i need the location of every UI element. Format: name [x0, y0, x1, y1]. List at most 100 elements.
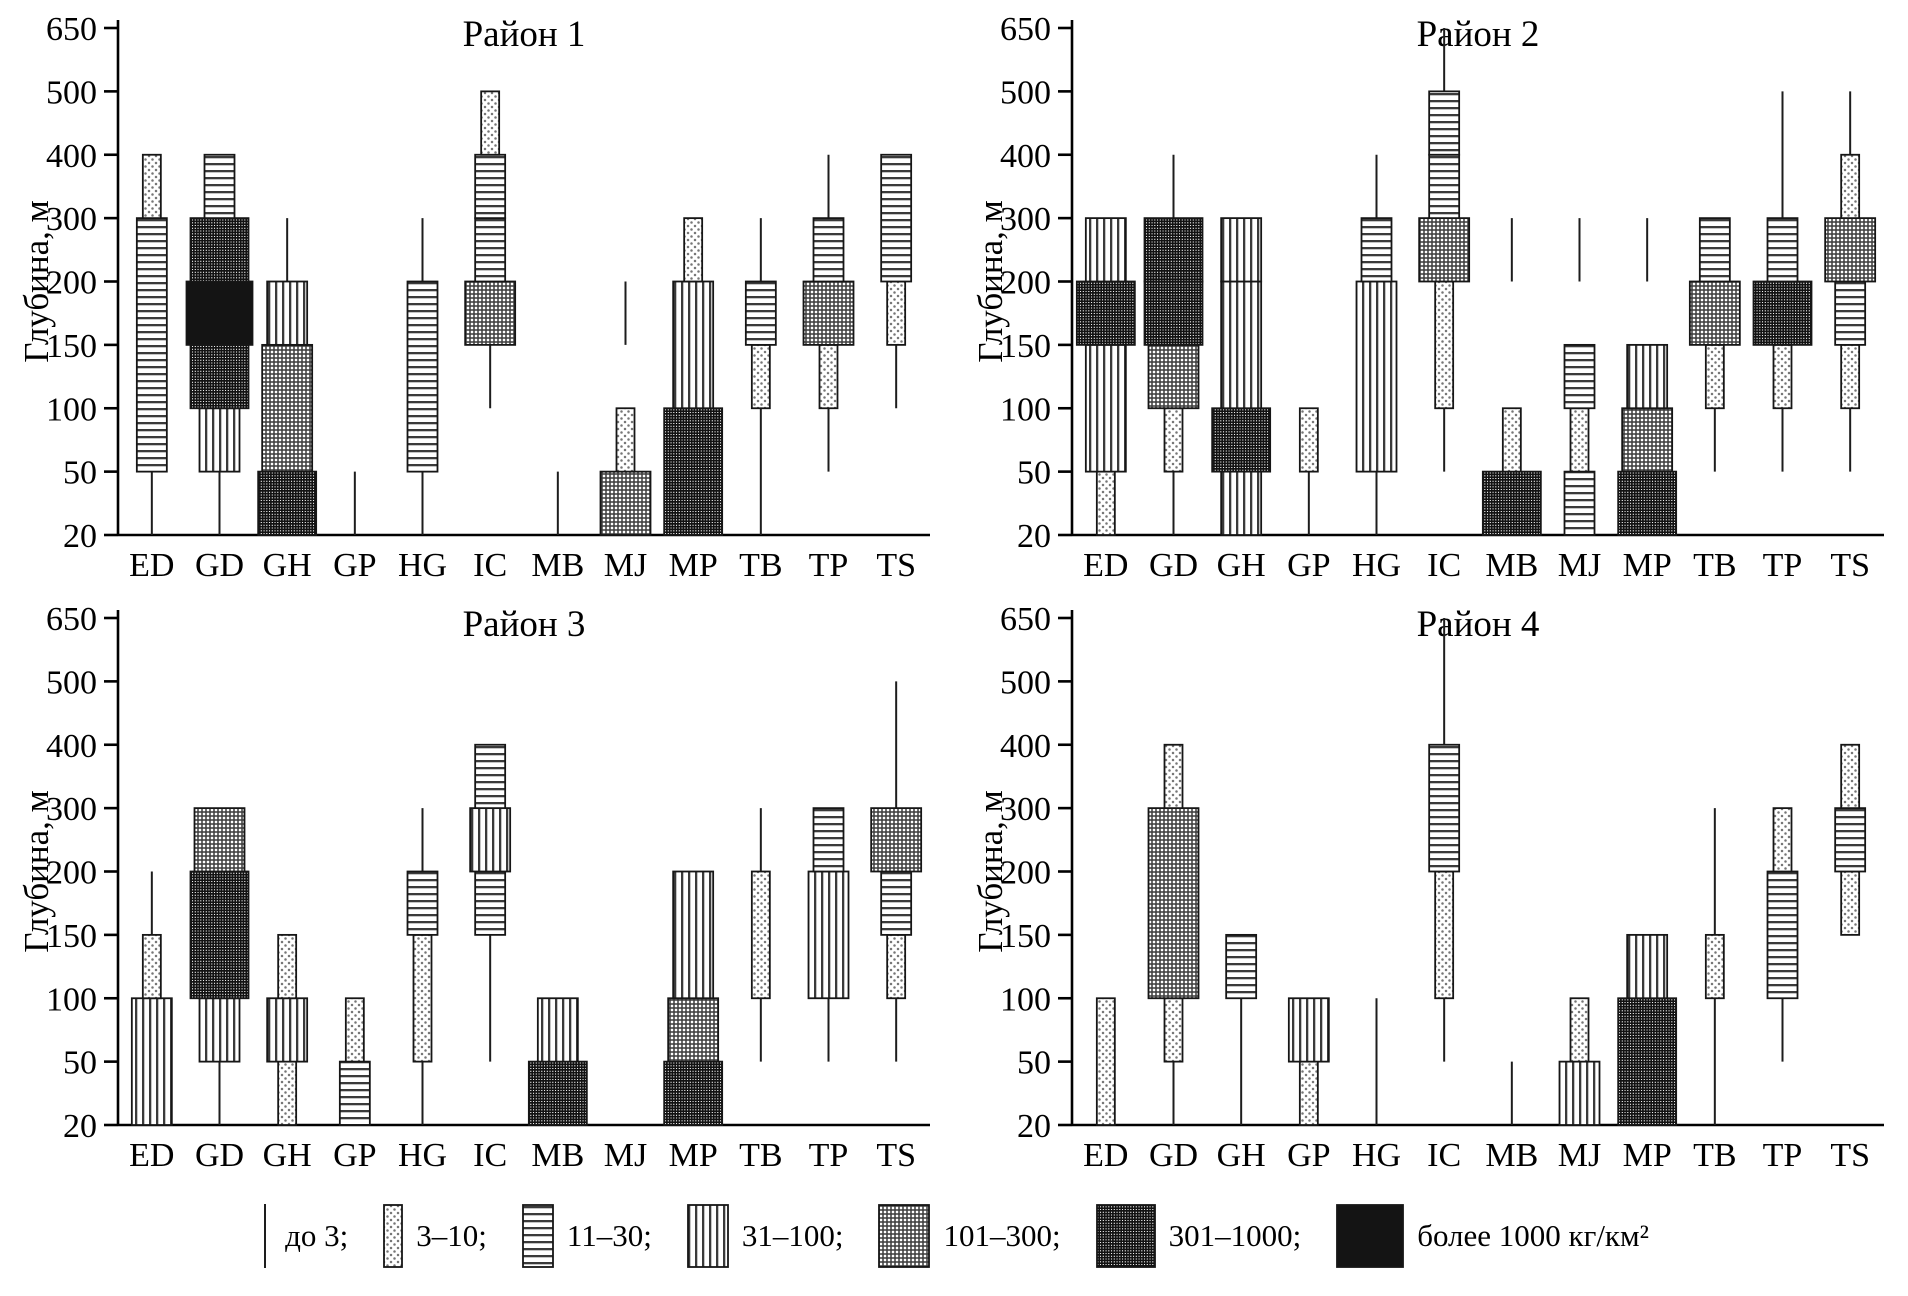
bar-segment-HG — [406, 280, 439, 473]
bar-segment-TS — [1834, 280, 1867, 346]
bar-segment-MJ — [1563, 343, 1596, 410]
panel-container-1: 20 50 100 150 200 300 400 500 650 ED GD GH GP HG IC MB M… — [0, 0, 954, 590]
bar-segment-GH — [266, 280, 309, 346]
bar-segment-TP — [812, 217, 845, 283]
bar-segment-ED — [141, 153, 162, 220]
legend-item-c3_10: 3–10; — [382, 1204, 487, 1268]
panel-region-3: 20 50 100 150 200 300 400 500 650 ED GD GH GP HG IC MB M… — [17, 601, 930, 1174]
bar-segment-TB — [750, 343, 771, 410]
x-category-label: MB — [1485, 1137, 1538, 1174]
bar-segment-IC — [474, 743, 507, 810]
x-category-label: GH — [263, 547, 312, 584]
bar-segment-GD — [1163, 997, 1184, 1063]
y-tick-label: 150 — [1000, 328, 1051, 365]
bar-segment-MJ — [1569, 997, 1590, 1063]
y-tick-label: 500 — [1000, 74, 1051, 111]
x-category-label: ED — [1083, 1137, 1128, 1174]
y-tick-label: 20 — [1017, 1108, 1051, 1145]
x-category-label: HG — [1352, 547, 1401, 584]
bar-segment-GD — [198, 997, 241, 1063]
y-axis-label: Глубина, м — [971, 200, 1010, 363]
legend-label: до 3; — [285, 1218, 349, 1253]
y-tick-label: 650 — [1000, 601, 1051, 638]
x-category-label: GP — [333, 1137, 376, 1174]
panel-region-1: 20 50 100 150 200 300 400 500 650 ED GD GH GP HG IC MB M… — [17, 11, 930, 584]
bar-segment-GD — [189, 217, 250, 283]
bar-segment-ED — [1095, 470, 1116, 536]
bar-segment-GP — [1298, 407, 1319, 473]
y-tick-label: 300 — [46, 201, 97, 238]
x-category-label: GP — [1287, 1137, 1330, 1174]
y-tick-label: 20 — [63, 518, 97, 555]
bar-segment-TS — [1840, 870, 1861, 936]
bar-segment-TS — [1824, 217, 1877, 283]
bar-segment-MJ — [1569, 407, 1590, 473]
x-category-label: TP — [809, 547, 849, 584]
bar-segment-MP — [663, 1060, 724, 1126]
bar-segment-GP — [1287, 997, 1330, 1063]
bar-segment-GP — [344, 997, 365, 1063]
y-tick-label: 650 — [1000, 11, 1051, 48]
bar-segment-IC — [474, 870, 507, 936]
bar-segment-IC — [1418, 217, 1471, 283]
legend-item-le3: до 3; — [259, 1204, 348, 1268]
y-tick-label: 50 — [63, 1045, 97, 1082]
bar-segment-IC — [1428, 90, 1461, 156]
bar-segment-IC — [1428, 743, 1461, 873]
x-category-label: GD — [195, 547, 244, 584]
bar-segment-IC — [474, 153, 507, 220]
y-tick-label: 400 — [46, 728, 97, 765]
x-category-label: TS — [876, 547, 916, 584]
bar-segment-ED — [1075, 280, 1136, 346]
legend-swatch-c11_30 — [521, 1204, 554, 1268]
y-tick-label: 650 — [46, 11, 97, 48]
bar-segment-GH — [1220, 470, 1263, 536]
bar-segment-MP — [1621, 407, 1674, 473]
x-category-label: IC — [473, 547, 507, 584]
legend-item-c301_1000: 301–1000; — [1095, 1204, 1301, 1268]
bar-segment-ED — [1095, 997, 1116, 1126]
bar-segment-TB — [1704, 933, 1725, 1000]
y-tick-label: 500 — [46, 74, 97, 111]
bar-segment-TS — [1834, 807, 1867, 873]
bar-segment-ED — [141, 933, 162, 1000]
bar-segment-MP — [672, 870, 715, 1000]
panel-title: Район 1 — [463, 14, 586, 55]
x-category-label: ED — [129, 547, 174, 584]
legend-label: более 1000 кг/км² — [1417, 1218, 1649, 1253]
bar-segment-TP — [1766, 870, 1799, 1000]
bar-segment-GH — [1225, 933, 1258, 1000]
bar-segment-HG — [412, 933, 433, 1063]
x-category-label: GD — [1149, 1137, 1198, 1174]
y-axis-label: Глубина, м — [17, 200, 56, 363]
bar-segment-MB — [536, 997, 579, 1063]
bar-segment-GH — [277, 933, 298, 1000]
bar-segment-TS — [880, 870, 913, 936]
bar-segment-TB — [744, 280, 777, 346]
panel-title: Район 2 — [1417, 14, 1540, 55]
y-tick-label: 300 — [46, 791, 97, 828]
x-category-label: HG — [398, 1137, 447, 1174]
bar-segment-MP — [1617, 997, 1678, 1126]
x-category-label: MJ — [1558, 547, 1601, 584]
bar-segment-IC — [1428, 153, 1461, 220]
bar-segment-GH — [1220, 280, 1263, 410]
legend-swatch-c3_10 — [383, 1204, 404, 1268]
x-category-label: MJ — [604, 1137, 647, 1174]
bar-segment-GD — [189, 870, 250, 1000]
bar-segment-ED — [1084, 343, 1127, 473]
bar-segment-GD — [198, 407, 241, 473]
x-category-label: TS — [1830, 547, 1870, 584]
panel-region-2: 20 50 100 150 200 300 400 500 650 ED GD GH GP HG IC MB M… — [971, 11, 1884, 584]
legend: до 3; 3–10; 11–30; 31–100; 101–300; 301–1000;… — [0, 1180, 1908, 1292]
y-tick-label: 150 — [1000, 918, 1051, 955]
bar-segment-MP — [1617, 470, 1678, 536]
bar-segment-TB — [1704, 343, 1725, 410]
bar-segment-TB — [1698, 217, 1731, 283]
x-category-label: IC — [1427, 547, 1461, 584]
bar-segment-GD — [203, 153, 236, 220]
x-category-label: TB — [739, 547, 782, 584]
legend-item-c11_30: 11–30; — [521, 1204, 652, 1268]
legend-swatch-c101_300 — [878, 1204, 931, 1268]
bar-segment-TP — [1772, 807, 1793, 873]
